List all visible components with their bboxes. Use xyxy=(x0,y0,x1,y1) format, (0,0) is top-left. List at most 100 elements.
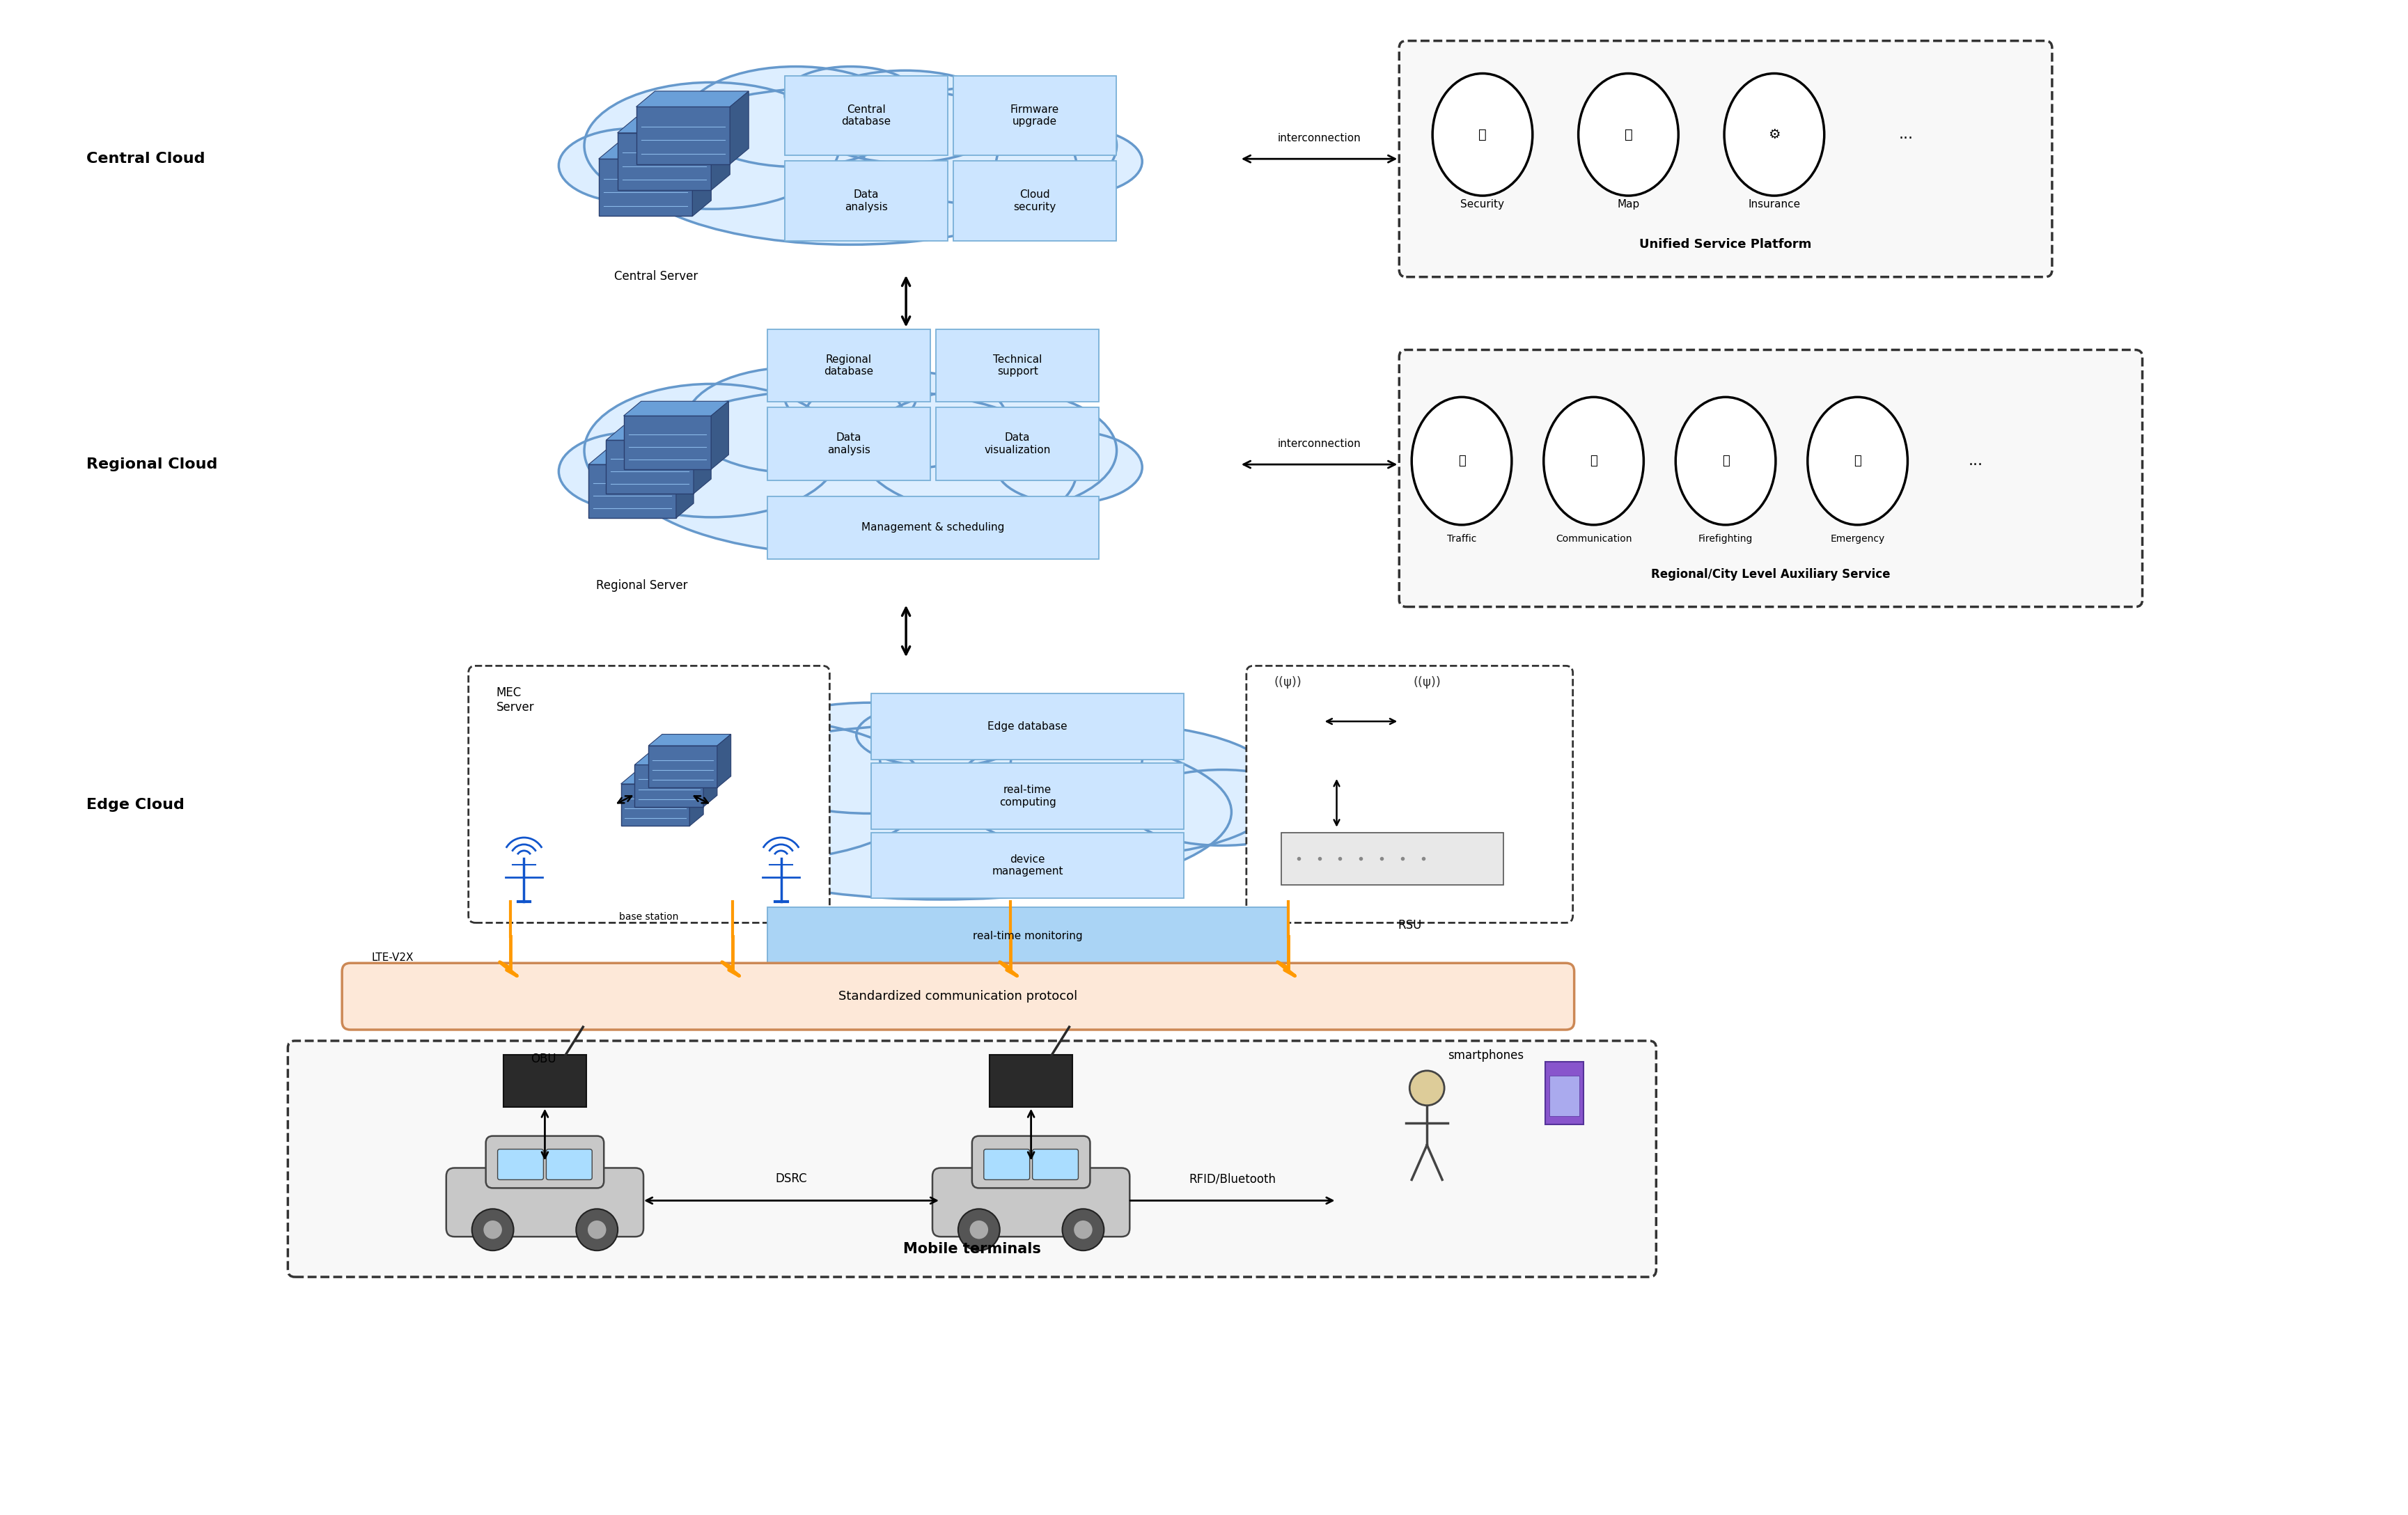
Polygon shape xyxy=(600,144,710,159)
Bar xyxy=(648,745,718,788)
Text: 🛡: 🛡 xyxy=(1479,127,1486,141)
Ellipse shape xyxy=(730,703,1011,814)
Text: Regional
database: Regional database xyxy=(824,355,874,377)
FancyBboxPatch shape xyxy=(872,764,1185,829)
Ellipse shape xyxy=(785,67,915,124)
Polygon shape xyxy=(648,735,732,745)
Polygon shape xyxy=(616,117,730,133)
Text: Central
database: Central database xyxy=(840,105,891,127)
FancyBboxPatch shape xyxy=(1399,41,2052,277)
Ellipse shape xyxy=(566,771,754,853)
Text: device
management: device management xyxy=(992,854,1064,877)
Text: real-time monitoring: real-time monitoring xyxy=(973,930,1084,941)
Bar xyxy=(636,765,703,807)
Text: Cloud
security: Cloud security xyxy=(1014,189,1057,212)
FancyBboxPatch shape xyxy=(785,76,949,156)
FancyBboxPatch shape xyxy=(503,1054,588,1107)
Ellipse shape xyxy=(1724,73,1825,195)
FancyBboxPatch shape xyxy=(1247,665,1572,923)
FancyBboxPatch shape xyxy=(486,1136,604,1188)
Ellipse shape xyxy=(802,371,1007,468)
Ellipse shape xyxy=(600,720,927,861)
Ellipse shape xyxy=(1808,397,1907,524)
Circle shape xyxy=(970,1220,990,1239)
Text: Unified Service Platform: Unified Service Platform xyxy=(1640,238,1811,250)
Text: 🏛: 🏛 xyxy=(1722,454,1729,467)
Polygon shape xyxy=(718,735,732,788)
FancyBboxPatch shape xyxy=(872,833,1185,898)
FancyBboxPatch shape xyxy=(1546,1062,1582,1124)
Text: Security: Security xyxy=(1462,198,1505,209)
FancyBboxPatch shape xyxy=(1033,1150,1079,1180)
Circle shape xyxy=(472,1209,513,1250)
Bar xyxy=(607,441,694,494)
Text: ...: ... xyxy=(1900,127,1914,141)
Text: Data
analysis: Data analysis xyxy=(828,433,869,454)
Polygon shape xyxy=(636,91,749,106)
FancyBboxPatch shape xyxy=(1399,350,2143,608)
Text: 🚌: 🚌 xyxy=(1854,454,1861,467)
FancyBboxPatch shape xyxy=(1548,1076,1580,1117)
Circle shape xyxy=(588,1220,607,1239)
Circle shape xyxy=(1409,1071,1445,1106)
Text: Map: Map xyxy=(1618,198,1640,209)
Text: Management & scheduling: Management & scheduling xyxy=(862,523,1004,533)
FancyBboxPatch shape xyxy=(785,161,949,241)
Ellipse shape xyxy=(624,86,1076,244)
Ellipse shape xyxy=(686,367,905,473)
Ellipse shape xyxy=(1577,73,1678,195)
Text: DSRC: DSRC xyxy=(775,1173,807,1185)
FancyBboxPatch shape xyxy=(342,964,1575,1030)
FancyBboxPatch shape xyxy=(470,665,831,923)
Ellipse shape xyxy=(559,129,706,203)
Bar xyxy=(636,106,730,164)
Ellipse shape xyxy=(785,367,915,429)
Ellipse shape xyxy=(686,67,905,167)
Text: 🚦: 🚦 xyxy=(1457,454,1466,467)
Ellipse shape xyxy=(559,432,706,511)
Text: Central Server: Central Server xyxy=(614,270,698,282)
Polygon shape xyxy=(710,117,730,189)
Bar xyxy=(624,415,710,470)
FancyBboxPatch shape xyxy=(1281,833,1503,885)
Text: Edge database: Edge database xyxy=(987,721,1067,732)
Bar xyxy=(600,159,694,217)
FancyBboxPatch shape xyxy=(985,1150,1031,1180)
Text: Regional Cloud: Regional Cloud xyxy=(87,458,217,471)
Ellipse shape xyxy=(624,388,1076,554)
Text: Central Cloud: Central Cloud xyxy=(87,152,205,165)
Polygon shape xyxy=(621,773,703,783)
Ellipse shape xyxy=(585,383,840,517)
FancyBboxPatch shape xyxy=(547,1150,592,1180)
Polygon shape xyxy=(730,91,749,164)
FancyBboxPatch shape xyxy=(937,329,1098,401)
Text: Traffic: Traffic xyxy=(1447,533,1476,544)
FancyBboxPatch shape xyxy=(768,907,1288,965)
FancyBboxPatch shape xyxy=(990,1054,1072,1107)
Text: Regional/City Level Auxiliary Service: Regional/City Level Auxiliary Service xyxy=(1652,568,1890,580)
Text: LTE-V2X: LTE-V2X xyxy=(371,953,414,964)
Text: Mobile terminals: Mobile terminals xyxy=(903,1242,1040,1256)
Text: Data
analysis: Data analysis xyxy=(845,189,889,212)
Polygon shape xyxy=(607,426,710,441)
Text: RFID/Bluetooth: RFID/Bluetooth xyxy=(1190,1173,1276,1185)
FancyBboxPatch shape xyxy=(937,408,1098,480)
Ellipse shape xyxy=(997,127,1141,195)
Circle shape xyxy=(576,1209,619,1250)
FancyBboxPatch shape xyxy=(768,497,1098,559)
Text: Emergency: Emergency xyxy=(1830,533,1885,544)
Text: MEC
Server: MEC Server xyxy=(496,686,535,714)
FancyBboxPatch shape xyxy=(768,329,929,401)
Text: ((ψ)): ((ψ)) xyxy=(1274,676,1303,689)
Ellipse shape xyxy=(1544,397,1645,524)
Text: RSU: RSU xyxy=(1397,920,1421,932)
Ellipse shape xyxy=(585,82,840,209)
FancyBboxPatch shape xyxy=(289,1041,1657,1277)
FancyBboxPatch shape xyxy=(954,161,1117,241)
Text: interconnection: interconnection xyxy=(1279,439,1361,448)
Polygon shape xyxy=(624,401,730,415)
Text: 👤: 👤 xyxy=(1625,127,1633,141)
Text: Standardized communication protocol: Standardized communication protocol xyxy=(838,991,1079,1003)
Polygon shape xyxy=(689,773,703,826)
Ellipse shape xyxy=(879,708,1141,809)
